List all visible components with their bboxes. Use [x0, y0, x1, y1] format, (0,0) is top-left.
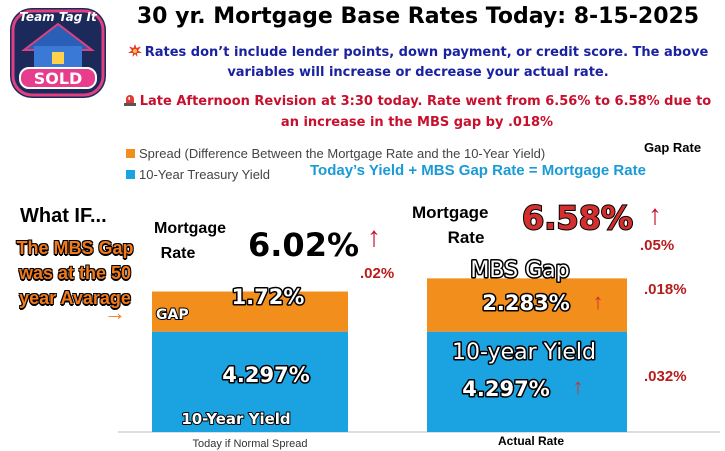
arrow-right-icon: → [104, 300, 126, 325]
right-rate-label-line2: Rate [448, 228, 485, 247]
left-rate-label-line2: Rate [161, 245, 196, 262]
revision-notice: Late Afternoon Revision at 3:30 today. R… [112, 91, 722, 133]
right-gap-tag: MBS Gap [470, 258, 569, 283]
right-gap-up-arrow-icon: ↑ [593, 289, 604, 314]
left-rate-label-line1: Mortgage [154, 220, 226, 237]
what-if-heading: What IF... [20, 205, 107, 227]
gap-rate-heading: Gap Rate [644, 140, 702, 155]
page-title: 30 yr. Mortgage Base Rates Today: 8-15-2… [136, 4, 700, 29]
legend-swatch-spread [126, 149, 135, 158]
left-yield-tag: 10-Year Yield [181, 410, 290, 428]
rate-equation: Today’s Yield + MBS Gap Rate = Mortgage … [310, 162, 646, 179]
svg-text:SOLD: SOLD [34, 69, 83, 88]
left-rate-value: 6.02% [248, 226, 359, 264]
x-tick-label-right: Actual Rate [498, 434, 564, 448]
right-rate-change: .05% [640, 237, 674, 254]
right-yield-value: 4.297% [462, 377, 549, 401]
bar-yield-left [152, 331, 348, 432]
right-yield-up-arrow-icon: ↑ [573, 374, 584, 399]
x-tick-label-left: Today if Normal Spread [193, 438, 308, 450]
rates-disclaimer: Rates don’t include lender points, down … [118, 43, 718, 83]
left-rate-up-arrow-icon: ↑ [367, 221, 381, 252]
team-tag-it-logo: SOLD Team Tag It [10, 8, 106, 98]
right-yield-change: .032% [644, 368, 687, 385]
bar-yield-right [427, 331, 627, 432]
left-gap-value: 1.72% [232, 285, 305, 309]
mbs-average-note: The MBS Gap was at the 50 year Avarage [16, 238, 134, 308]
bar-spread-left [152, 291, 348, 332]
siren-icon [123, 95, 136, 106]
right-yield-tag: 10-year Yield [452, 340, 596, 365]
left-gap-tag: GAP [156, 307, 189, 323]
legend-swatch-yield [126, 170, 135, 179]
bar-spread-right [427, 278, 627, 332]
right-rate-up-arrow-icon: ↑ [648, 199, 662, 230]
right-rate-value: 6.58% [522, 199, 633, 237]
svg-text:Team Tag It: Team Tag It [19, 10, 98, 24]
legend-item-spread: Spread (Difference Between the Mortgage … [126, 146, 545, 161]
right-gap-change: .018% [644, 281, 687, 298]
explosion-icon [127, 44, 142, 57]
left-rate-change: .02% [360, 265, 394, 282]
right-rate-label-line1: Mortgage [412, 203, 489, 222]
left-yield-value: 4.297% [222, 363, 309, 387]
legend-item-yield: 10-Year Treasury Yield [126, 167, 270, 182]
right-gap-value: 2.283% [482, 291, 569, 315]
